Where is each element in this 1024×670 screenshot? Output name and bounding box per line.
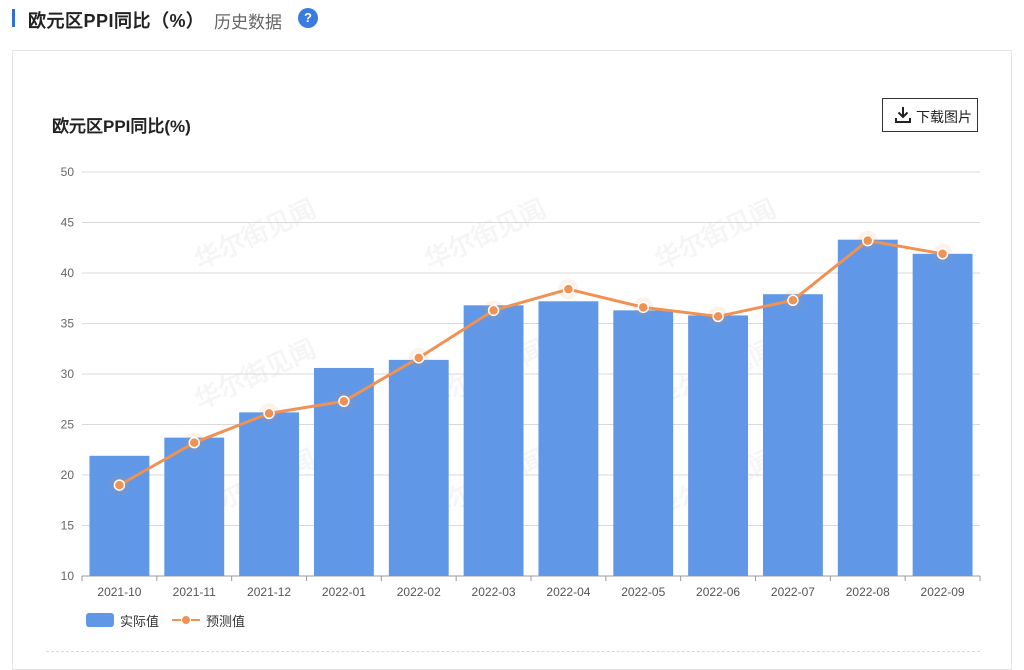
y-tick-label: 40 bbox=[61, 266, 75, 280]
x-tick-label: 2022-03 bbox=[472, 585, 516, 599]
legend-label-forecast: 预测值 bbox=[206, 614, 246, 629]
line-series bbox=[109, 230, 953, 496]
forecast-point-2022-03[interactable] bbox=[487, 304, 500, 317]
bar-2022-05[interactable] bbox=[613, 310, 674, 576]
watermark-text: 华尔街见闻 bbox=[650, 193, 781, 275]
y-tick-label: 30 bbox=[61, 367, 75, 381]
y-tick-label: 10 bbox=[61, 569, 75, 583]
download-icon bbox=[895, 107, 911, 123]
tab-history-data[interactable]: 历史数据 bbox=[214, 13, 282, 32]
y-tick-label: 25 bbox=[61, 418, 75, 432]
forecast-point-2022-07[interactable] bbox=[787, 294, 799, 307]
bar-2021-10[interactable] bbox=[89, 455, 150, 576]
chart-title: 欧元区PPI同比(%) bbox=[52, 117, 191, 136]
y-tick-label: 15 bbox=[61, 519, 75, 533]
download-image-button[interactable]: 下载图片 bbox=[882, 98, 978, 132]
x-tick-label: 2022-06 bbox=[696, 585, 740, 599]
x-axis: 2021-10 2021-11 2021-12 2022-01 2022-02 2022-… bbox=[81, 576, 981, 599]
y-tick-label: 50 bbox=[61, 165, 75, 179]
legend-label-actual: 实际值 bbox=[120, 614, 160, 629]
forecast-point-2022-08[interactable] bbox=[862, 234, 874, 247]
page-title: 欧元区PPI同比（%） bbox=[28, 11, 205, 31]
forecast-point-2022-06[interactable] bbox=[712, 310, 724, 323]
y-gridlines: 10 15 20 25 30 35 40 45 50 bbox=[61, 165, 980, 583]
forecast-point-2021-12[interactable] bbox=[263, 407, 275, 420]
x-tick-label: 2022-07 bbox=[771, 585, 815, 599]
forecast-line bbox=[118, 239, 943, 487]
title-accent-bar bbox=[12, 9, 15, 27]
download-label: 下载图片 bbox=[916, 109, 972, 125]
forecast-point-2022-04[interactable] bbox=[562, 283, 575, 295]
x-tick-label: 2022-01 bbox=[322, 585, 366, 599]
forecast-point-2022-09[interactable] bbox=[936, 248, 949, 260]
bar-2022-09[interactable] bbox=[912, 253, 973, 576]
bar-2022-07[interactable] bbox=[762, 294, 823, 576]
x-tick-label: 2022-09 bbox=[921, 585, 965, 599]
help-icon[interactable]: ? bbox=[298, 8, 318, 28]
bar-2022-02[interactable] bbox=[388, 359, 449, 576]
bar-2022-03[interactable] bbox=[463, 305, 524, 576]
forecast-point-2022-05[interactable] bbox=[637, 301, 649, 314]
bar-2022-08[interactable] bbox=[837, 239, 898, 577]
forecast-point-2022-02[interactable] bbox=[413, 352, 425, 364]
x-tick-label: 2021-11 bbox=[173, 585, 216, 599]
x-tick-label: 2021-10 bbox=[97, 585, 141, 599]
forecast-point-2021-11[interactable] bbox=[188, 436, 200, 449]
bar-2021-12[interactable] bbox=[239, 412, 300, 576]
bottom-divider bbox=[46, 651, 980, 652]
x-tick-label: 2021-12 bbox=[247, 585, 291, 599]
forecast-point-2021-10[interactable] bbox=[113, 479, 126, 491]
watermark-text: 华尔街见闻 bbox=[420, 193, 551, 275]
page-header: 欧元区PPI同比（%） 历史数据 ? bbox=[0, 0, 1024, 40]
legend-swatch-bar bbox=[86, 613, 114, 627]
bar-2022-04[interactable] bbox=[538, 301, 599, 576]
bar-2021-11[interactable] bbox=[164, 437, 225, 576]
x-tick-label: 2022-02 bbox=[397, 585, 441, 599]
x-tick-label: 2022-08 bbox=[846, 585, 890, 599]
y-tick-label: 35 bbox=[61, 317, 75, 331]
y-tick-label: 45 bbox=[61, 216, 75, 230]
forecast-point-2022-01[interactable] bbox=[338, 395, 350, 408]
y-tick-label: 20 bbox=[61, 468, 75, 482]
bar-series bbox=[89, 239, 973, 577]
watermark-text: 华尔街见闻 bbox=[190, 193, 321, 275]
legend-swatch-line bbox=[172, 615, 200, 625]
x-tick-label: 2022-04 bbox=[546, 585, 590, 599]
bar-2022-06[interactable] bbox=[688, 315, 749, 576]
x-tick-label: 2022-05 bbox=[621, 585, 665, 599]
